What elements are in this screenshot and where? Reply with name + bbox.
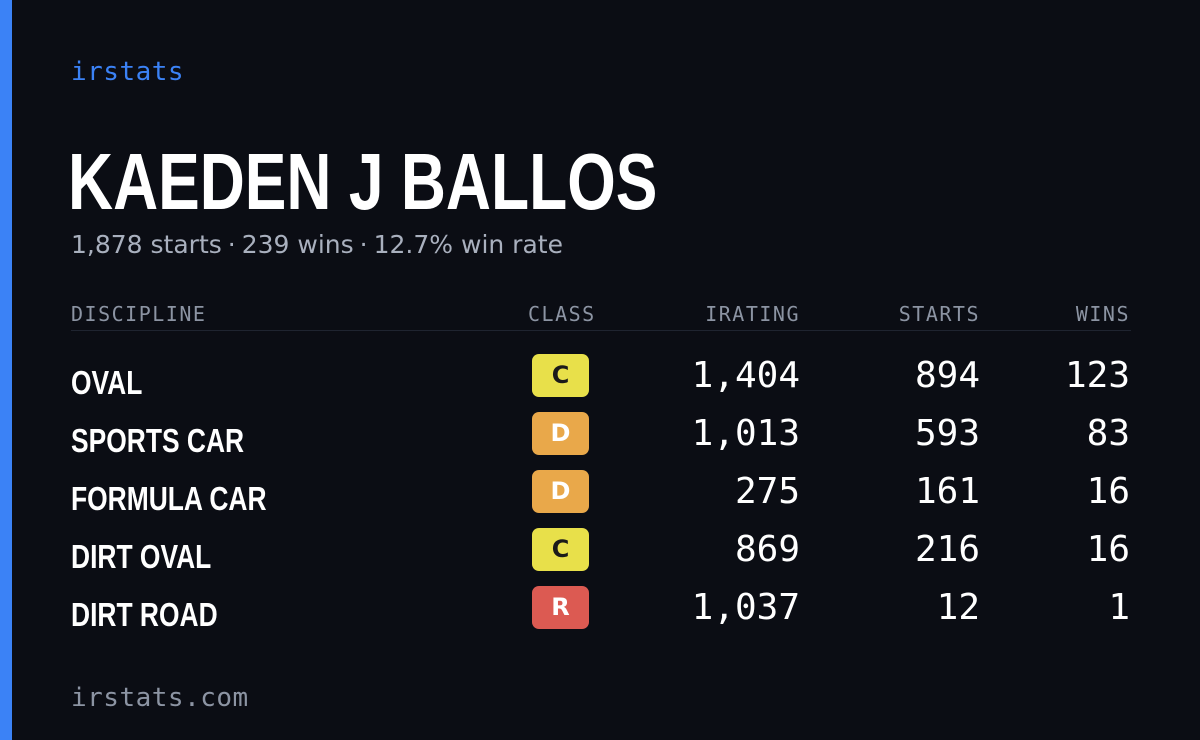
table-row: SPORTS CAR D 1,013 593 83	[71, 412, 1131, 470]
header-discipline: DISCIPLINE	[71, 302, 207, 326]
summary-separator: ·	[227, 230, 236, 259]
irating-value: 1,013	[691, 413, 800, 454]
irating-value: 869	[734, 529, 800, 570]
license-class-badge: D	[532, 470, 589, 513]
total-starts: 1,878 starts	[71, 230, 222, 259]
starts-value: 12	[936, 587, 980, 628]
brand-logo[interactable]: irstats	[71, 57, 185, 87]
starts-value: 161	[914, 471, 980, 512]
table-row: OVAL C 1,404 894 123	[71, 354, 1131, 412]
wins-value: 123	[1064, 355, 1130, 396]
license-class-badge: C	[532, 528, 589, 571]
discipline-name: OVAL	[71, 364, 143, 401]
irating-value: 1,037	[691, 587, 800, 628]
license-class-badge: R	[532, 586, 589, 629]
summary-separator: ·	[359, 230, 368, 259]
header-wins: WINS	[1075, 302, 1130, 326]
starts-value: 894	[914, 355, 980, 396]
header-starts: STARTS	[898, 302, 980, 326]
header-class: CLASS	[528, 302, 596, 326]
irating-value: 1,404	[691, 355, 800, 396]
table-header: DISCIPLINE CLASS IRATING STARTS WINS	[71, 298, 1131, 331]
wins-value: 16	[1086, 471, 1130, 512]
discipline-name: DIRT OVAL	[71, 538, 212, 575]
license-class-badge: D	[532, 412, 589, 455]
driver-summary: 1,878 starts · 239 wins · 12.7% win rate	[71, 228, 563, 262]
discipline-name: FORMULA CAR	[71, 480, 267, 517]
wins-value: 1	[1108, 587, 1130, 628]
table-row: FORMULA CAR D 275 161 16	[71, 470, 1131, 528]
total-wins: 239 wins	[241, 230, 354, 259]
table-row: DIRT OVAL C 869 216 16	[71, 528, 1131, 586]
irating-value: 275	[734, 471, 800, 512]
header-irating: IRATING	[705, 302, 800, 326]
discipline-name: SPORTS CAR	[71, 422, 245, 459]
license-class-badge: C	[532, 354, 589, 397]
starts-value: 593	[914, 413, 980, 454]
footer-url[interactable]: irstats.com	[71, 683, 249, 713]
starts-value: 216	[914, 529, 980, 570]
discipline-name: DIRT ROAD	[71, 596, 218, 633]
driver-name: KAEDEN J BALLOS	[68, 137, 658, 226]
wins-value: 16	[1086, 529, 1130, 570]
wins-value: 83	[1086, 413, 1130, 454]
win-rate: 12.7% win rate	[373, 230, 563, 259]
table-row: DIRT ROAD R 1,037 12 1	[71, 586, 1131, 644]
accent-bar	[0, 0, 12, 740]
